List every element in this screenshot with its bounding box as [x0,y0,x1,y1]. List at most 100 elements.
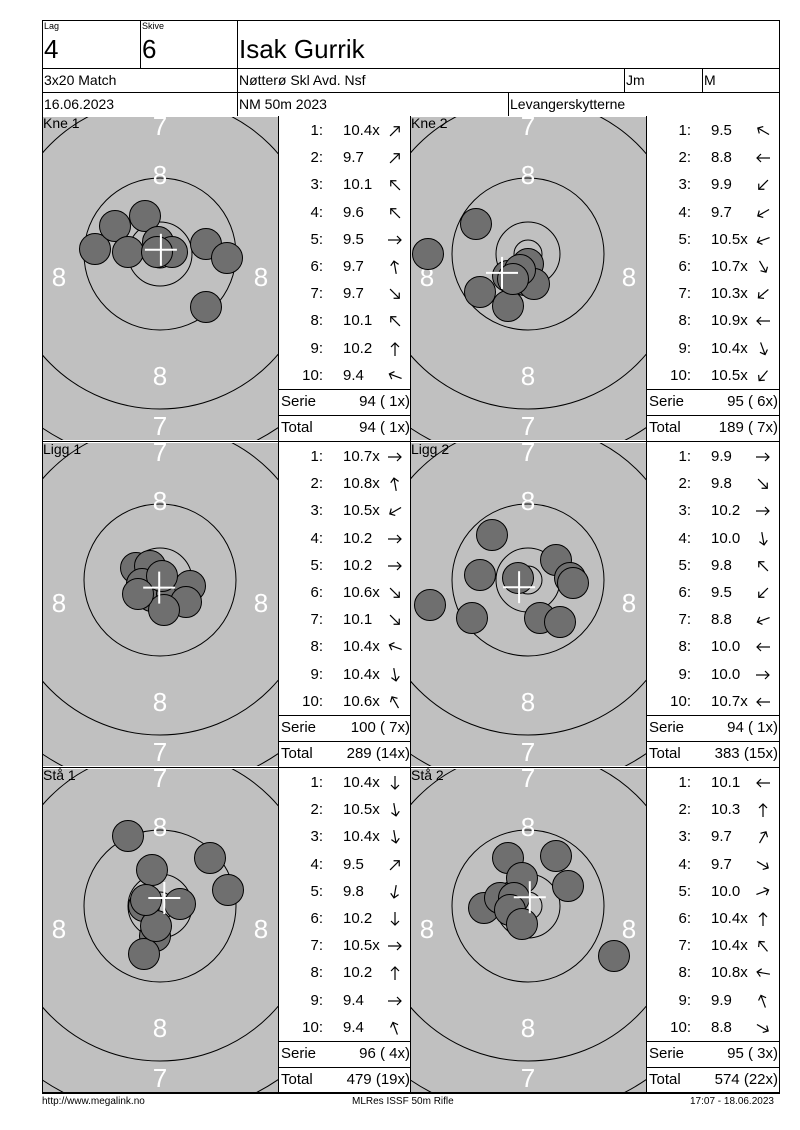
shot-hole [414,589,446,621]
shot-value: 10.4x [343,774,380,791]
serie-row: Serie 95 ( 3x) [647,1041,780,1067]
direction-arrow-icon [389,153,400,164]
shooter-name: Isak Gurrik [239,34,365,64]
direction-arrow-icon [390,260,399,274]
ring-label: 8 [622,914,636,944]
ring-label: 8 [153,361,167,391]
direction-arrow-icon [390,477,399,492]
serie-row: Serie 95 ( 6x) [647,389,780,415]
shot-number: 9: [310,339,323,357]
class: Jm [626,72,645,88]
target-1: 7 7 8 8 8 8 [43,117,278,440]
shot-number: 3: [310,502,323,520]
shot-value: 9.7 [711,828,732,846]
shot-value: 10.5x [711,366,748,384]
shot-value: 9.4 [343,366,364,384]
shot-row: 8: 10.1 [279,307,412,334]
direction-arrow-icon [388,941,402,951]
shot-value: 9.7 [343,285,364,303]
shot-row: 9: 10.4x [279,661,412,688]
shot-row: 1: 10.7x [279,443,412,470]
direction-arrow-icon [390,776,400,790]
direction-arrow-icon [390,884,399,899]
direction-arrow-icon [388,534,402,544]
shot-hole [502,562,534,594]
shot-hole [146,560,178,592]
shot-value: 9.9 [711,448,732,465]
total-value: 574 (22x) [714,1071,778,1088]
shot-value: 10.4x [343,638,380,656]
direction-arrow-icon [756,697,770,707]
shot-value: 10.2 [343,964,373,982]
shot-row: 4: 9.7 [647,851,780,878]
shot-number: 4: [678,203,691,221]
shot-hole [497,263,529,295]
date: 16.06.2023 [44,96,115,112]
direction-arrow-icon [757,478,768,490]
shot-number: 7: [310,611,323,629]
shot-number: 8: [678,638,691,656]
total-label: Total [649,1071,681,1088]
shot-value: 9.4 [343,991,364,1009]
shot-value: 9.8 [711,475,732,493]
shot-value: 9.7 [711,203,732,221]
shot-number: 5: [678,882,691,900]
shot-value: 10.8x [711,964,748,982]
total-row: Total 383 (15x) [647,741,780,767]
shot-row: 2: 9.7 [279,144,412,171]
shot-value: 10.0 [711,529,741,547]
ring-label: 7 [521,737,535,766]
direction-arrow-icon [758,560,769,572]
skive-value: 6 [142,34,157,64]
ring-label: 7 [521,443,535,467]
total-label: Total [281,1071,313,1088]
shot-hole [412,238,444,270]
shot-hole [194,842,226,874]
shot-hole [164,888,196,920]
total-row: Total 189 ( 7x) [647,415,780,441]
shot-value: 9.9 [711,991,732,1009]
total-label: Total [649,745,681,762]
serie-row: Serie 94 ( 1x) [647,715,780,741]
shot-hole [112,820,144,852]
direction-arrow-icon [389,126,400,137]
shot-row: 4: 9.5 [279,851,412,878]
shot-number: 2: [678,475,691,493]
shot-number: 1: [310,448,323,465]
ring-label: 7 [521,117,535,141]
direction-arrow-icon [388,452,402,462]
shot-value: 10.5x [343,502,380,520]
shot-value: 8.8 [711,611,732,629]
shot-row: 9: 9.9 [647,987,780,1014]
direction-arrow-icon [756,236,770,245]
shot-row: 4: 10.2 [279,525,412,552]
direction-arrow-icon [388,642,402,651]
shot-number: 1: [678,122,691,139]
shot-number: 10: [670,1018,691,1036]
shot-value: 10.3x [711,285,748,303]
shot-row: 5: 10.2 [279,552,412,579]
shot-number: 4: [310,529,323,547]
direction-arrow-icon [388,235,402,245]
shot-value: 9.8 [711,556,732,574]
shot-row: 5: 10.0 [647,878,780,905]
direction-arrow-icon [757,289,769,300]
shot-value: 10.2 [711,502,741,520]
total-row: Total 479 (19x) [279,1067,412,1093]
shot-value: 10.8x [343,475,380,493]
direction-arrow-icon [758,587,769,598]
shot-list: 1: 9.9 2: 9.8 3: 10.2 4: 10.0 5: 9.8 6: 9.5 7: 8.8 8: 1… [647,443,780,766]
shot-value: 9.5 [711,584,732,601]
shot-value: 9.4 [343,1018,364,1036]
serie-label: Serie [649,1045,685,1062]
shot-number: 2: [678,801,691,819]
footer-url[interactable]: http://www.megalink.no [42,1096,145,1107]
skive-label: Skive [142,21,165,31]
shot-row: 3: 10.5x [279,497,412,524]
shot-row: 10: 10.7x [647,688,780,715]
direction-arrow-icon [391,667,400,682]
shot-row: 7: 10.3x [647,280,780,307]
shot-value: 8.8 [711,1018,732,1036]
ring-label: 8 [420,914,434,944]
total-value: 383 (15x) [714,745,778,762]
